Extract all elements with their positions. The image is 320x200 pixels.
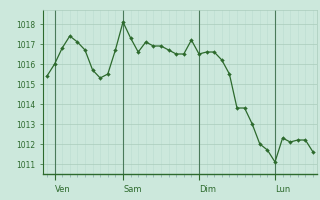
Text: Dim: Dim bbox=[199, 185, 216, 194]
Text: Sam: Sam bbox=[123, 185, 141, 194]
Text: Ven: Ven bbox=[55, 185, 70, 194]
Text: Lun: Lun bbox=[275, 185, 290, 194]
